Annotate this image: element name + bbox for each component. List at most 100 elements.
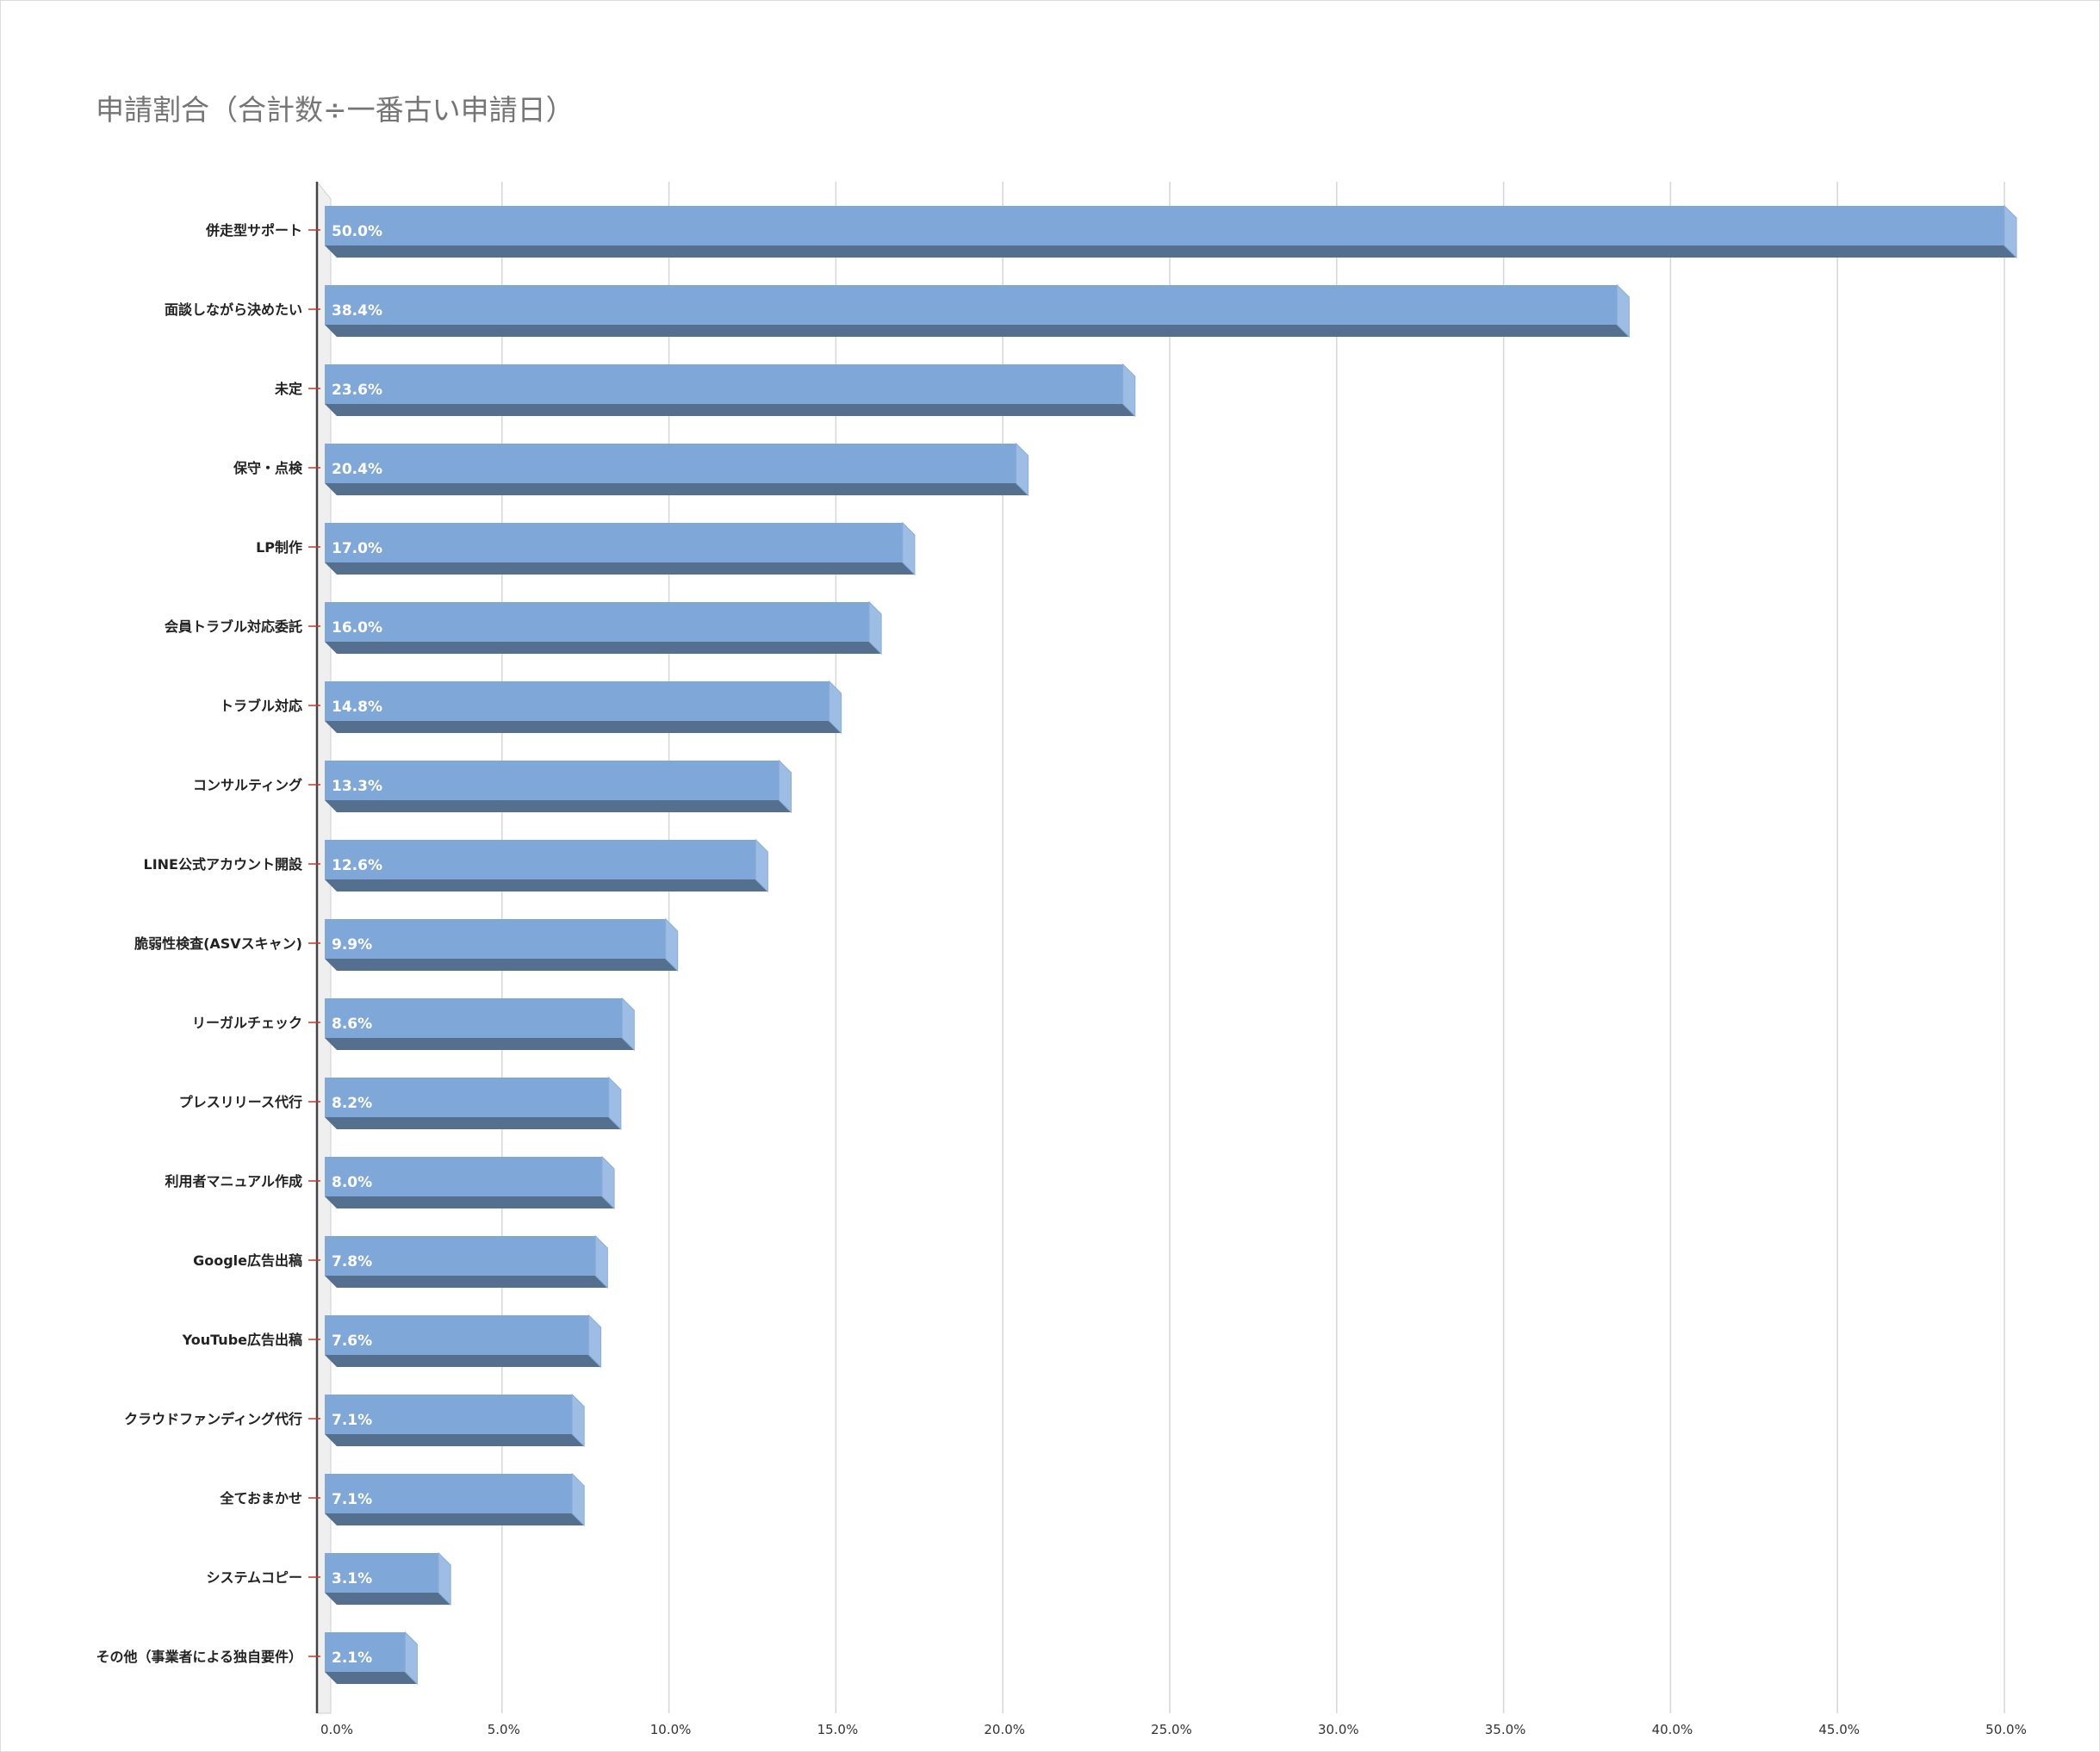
- bar-bottom-face: [325, 1196, 615, 1208]
- bar-side-face: [779, 759, 792, 814]
- data-label: 17.0%: [332, 540, 382, 557]
- bar: [325, 444, 1016, 483]
- bar: [325, 1553, 439, 1593]
- bar-side-face: [868, 600, 882, 655]
- bar: [325, 1632, 406, 1672]
- category-label: 会員トラブル対応委託: [165, 618, 302, 635]
- bar: [325, 761, 780, 800]
- category-label: LP制作: [256, 539, 302, 556]
- bar: [325, 1078, 609, 1117]
- category-label: YouTube広告出稿: [182, 1332, 302, 1348]
- bar: [325, 840, 756, 879]
- category-label: システムコピー: [206, 1569, 302, 1586]
- category-label: その他（事業者による独自要件）: [96, 1649, 302, 1665]
- bar-bottom-face: [325, 800, 792, 812]
- bar: [325, 206, 2004, 245]
- bar: [325, 919, 666, 959]
- category-label: プレスリリース代行: [179, 1094, 302, 1110]
- x-tick-label: 10.0%: [650, 1722, 692, 1737]
- category-label: クラウドファンディング代行: [124, 1411, 302, 1427]
- bar: [325, 1474, 573, 1513]
- data-label: 7.1%: [332, 1412, 372, 1429]
- bar-bottom-face: [325, 404, 1135, 416]
- bar-side-face: [438, 1551, 451, 1606]
- bar-side-face: [571, 1472, 585, 1527]
- bar-bottom-face: [325, 642, 882, 654]
- bar-bottom-face: [325, 879, 768, 892]
- bar-bottom-face: [325, 1355, 601, 1367]
- category-label: 利用者マニュアル作成: [165, 1173, 302, 1190]
- bar-side-face: [404, 1631, 418, 1686]
- bar-bottom-face: [325, 1434, 585, 1446]
- category-label: リーガルチェック: [192, 1015, 302, 1031]
- data-label: 16.0%: [332, 619, 382, 637]
- bar-side-face: [608, 1076, 622, 1131]
- bar: [325, 1157, 603, 1196]
- bar-bottom-face: [325, 1672, 418, 1684]
- x-tick-label: 25.0%: [1151, 1722, 1192, 1737]
- bar: [325, 285, 1618, 325]
- data-label: 20.4%: [332, 461, 382, 478]
- bar: [325, 1395, 573, 1434]
- bar-bottom-face: [325, 1038, 635, 1050]
- bar-bottom-face: [325, 1513, 585, 1525]
- data-label: 2.1%: [332, 1649, 372, 1667]
- data-label: 8.2%: [332, 1095, 372, 1112]
- bar: [325, 998, 623, 1038]
- x-tick-label: 5.0%: [488, 1722, 520, 1737]
- category-label: 脆弱性検査(ASVスキャン): [134, 935, 302, 952]
- bar: [325, 681, 829, 721]
- bar-bottom-face: [325, 1593, 451, 1605]
- bar-bottom-face: [325, 959, 678, 971]
- data-label: 38.4%: [332, 302, 382, 320]
- bar-side-face: [1616, 283, 1630, 339]
- bar-bottom-face: [325, 1276, 608, 1288]
- bar: [325, 1315, 589, 1355]
- data-label: 9.9%: [332, 936, 372, 954]
- data-label: 7.8%: [332, 1253, 372, 1271]
- bar-side-face: [571, 1393, 585, 1448]
- bar: [325, 523, 903, 562]
- bar-side-face: [1016, 442, 1029, 497]
- data-label: 7.6%: [332, 1333, 372, 1350]
- x-tick-label: 20.0%: [984, 1722, 1025, 1737]
- category-label: 面談しながら決めたい: [165, 301, 302, 318]
- bar-side-face: [755, 838, 768, 893]
- bar-side-face: [588, 1314, 602, 1369]
- bar-bottom-face: [325, 721, 842, 733]
- x-tick-label: 35.0%: [1485, 1722, 1526, 1737]
- category-label: 未定: [274, 381, 302, 397]
- bar-bottom-face: [325, 1117, 621, 1129]
- category-label: LINE公式アカウント開設: [144, 856, 303, 873]
- bar-side-face: [1122, 363, 1136, 418]
- bar: [325, 602, 870, 642]
- x-tick-label: 45.0%: [1818, 1722, 1860, 1737]
- x-tick-label: 50.0%: [1985, 1722, 2027, 1737]
- category-label: 保守・点検: [233, 460, 303, 476]
- data-label: 7.1%: [332, 1491, 372, 1508]
- bar: [325, 1236, 596, 1276]
- data-label: 8.0%: [332, 1174, 372, 1191]
- x-tick-label: 40.0%: [1652, 1722, 1693, 1737]
- bar-bottom-face: [325, 245, 2016, 258]
- category-label: 全ておまかせ: [219, 1490, 302, 1507]
- data-label: 14.8%: [332, 699, 382, 716]
- bar-side-face: [665, 917, 679, 972]
- chart-title: 申請割合（合計数÷一番古い申請日）: [96, 93, 575, 127]
- data-label: 8.6%: [332, 1016, 372, 1033]
- data-label: 50.0%: [332, 223, 382, 240]
- bar-side-face: [2004, 204, 2017, 259]
- bar-side-face: [902, 521, 916, 576]
- bar-bottom-face: [325, 325, 1630, 337]
- bar-side-face: [829, 680, 842, 735]
- data-label: 23.6%: [332, 382, 382, 399]
- bar-bottom-face: [325, 483, 1028, 495]
- data-label: 13.3%: [332, 778, 382, 795]
- data-label: 3.1%: [332, 1570, 372, 1587]
- bar-side-face: [594, 1234, 608, 1289]
- bar-bottom-face: [325, 562, 915, 575]
- x-tick-label: 0.0%: [320, 1722, 353, 1737]
- category-label: トラブル対応: [220, 698, 302, 714]
- x-tick-label: 15.0%: [817, 1722, 859, 1737]
